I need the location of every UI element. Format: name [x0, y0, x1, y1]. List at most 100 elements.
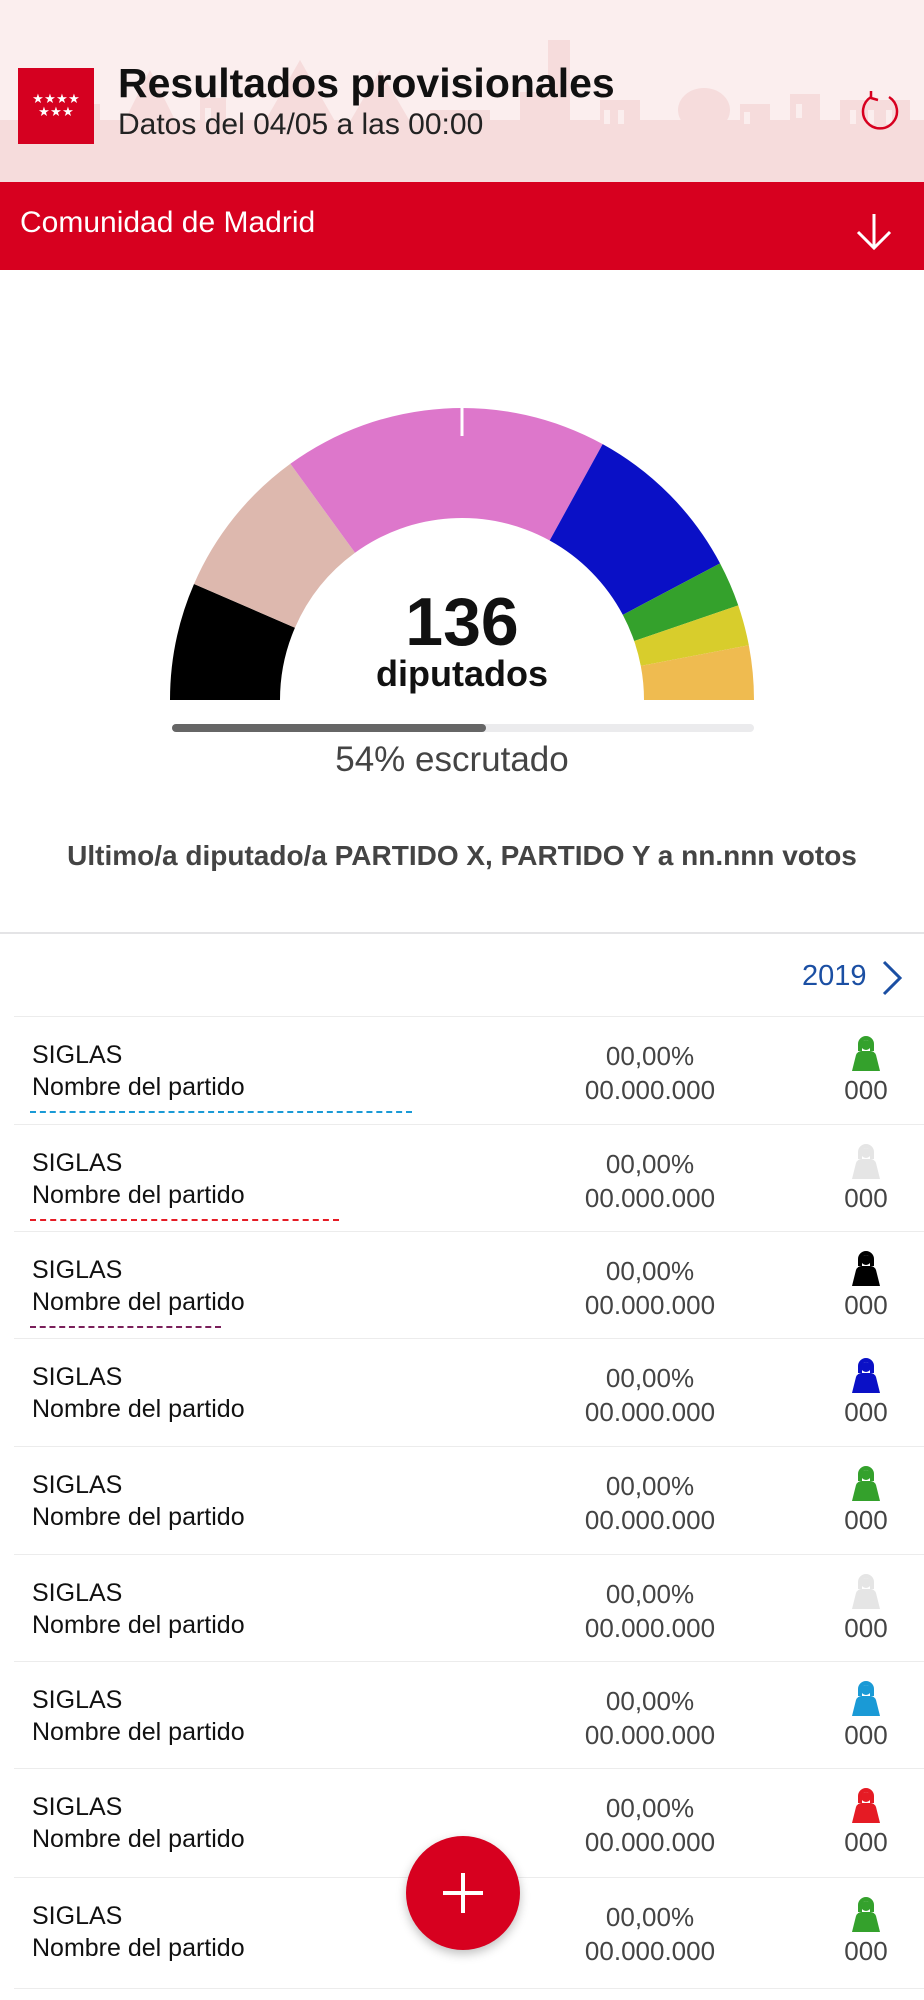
party-acronym: SIGLAS	[32, 1902, 123, 1930]
list-bottom-border	[14, 1988, 924, 1989]
party-seats: 000	[844, 1290, 888, 1320]
seat-person-icon	[852, 1144, 880, 1179]
chevron-right-icon	[882, 960, 903, 996]
seat-person-icon	[852, 1574, 880, 1609]
party-percent: 00,00%	[605, 1256, 695, 1286]
party-acronym: SIGLAS	[32, 1256, 123, 1284]
party-row[interactable]: SIGLAS Nombre del partido 00,00% 00.000.000…	[14, 1554, 924, 1661]
party-votes: 00.000.000	[584, 1505, 716, 1535]
plus-icon	[443, 1873, 483, 1913]
seat-person-icon	[852, 1897, 880, 1932]
party-name: Nombre del partido	[32, 1611, 245, 1639]
party-row[interactable]: SIGLAS Nombre del partido 00,00% 00.000.000…	[14, 1661, 924, 1768]
count-progress-label: 54% escrutado	[335, 740, 569, 779]
party-vote-share-underline	[30, 1111, 412, 1113]
party-row[interactable]: SIGLAS Nombre del partido 00,00% 00.000.000…	[14, 1016, 924, 1123]
seat-person-icon	[852, 1251, 880, 1286]
seat-person-icon	[852, 1681, 880, 1716]
seat-person-icon	[852, 1036, 880, 1071]
party-name: Nombre del partido	[32, 1503, 245, 1531]
madrid-logo: ★ ★ ★ ★ ★ ★ ★	[18, 68, 94, 144]
svg-text:★: ★	[62, 105, 74, 120]
party-votes: 00.000.000	[584, 1720, 716, 1750]
party-name: Nombre del partido	[32, 1718, 245, 1746]
party-votes: 00.000.000	[584, 1397, 716, 1427]
hemicycle-segment	[622, 563, 739, 642]
svg-text:★: ★	[44, 92, 56, 107]
party-acronym: SIGLAS	[32, 1149, 123, 1177]
hemicycle-segment	[194, 463, 356, 628]
party-name: Nombre del partido	[32, 1073, 245, 1101]
count-progress-fill	[172, 724, 487, 732]
party-percent: 00,00%	[605, 1793, 695, 1823]
region-label: Comunidad de Madrid	[20, 206, 316, 239]
party-name: Nombre del partido	[32, 1288, 245, 1316]
party-seats: 000	[844, 1720, 888, 1750]
party-seats: 000	[844, 1827, 888, 1857]
party-percent: 00,00%	[605, 1579, 695, 1609]
region-selector[interactable]: Comunidad de Madrid	[0, 182, 924, 270]
svg-text:★: ★	[50, 105, 62, 120]
party-percent: 00,00%	[605, 1041, 695, 1071]
comparison-year: 2019	[802, 960, 867, 992]
party-row[interactable]: SIGLAS Nombre del partido 00,00% 00.000.000…	[14, 1446, 924, 1553]
party-votes: 00.000.000	[584, 1075, 716, 1105]
party-seats: 000	[844, 1613, 888, 1643]
party-seats: 000	[844, 1075, 888, 1105]
page-title: Resultados provisionales	[118, 60, 615, 106]
app-header: ★ ★ ★ ★ ★ ★ ★ Resultados provisionales Datos …	[0, 0, 924, 182]
party-acronym: SIGLAS	[32, 1793, 123, 1821]
party-percent: 00,00%	[605, 1686, 695, 1716]
seat-person-icon	[852, 1358, 880, 1393]
party-name: Nombre del partido	[32, 1395, 245, 1423]
party-votes: 00.000.000	[584, 1936, 716, 1966]
party-acronym: SIGLAS	[32, 1686, 123, 1714]
party-percent: 00,00%	[605, 1363, 695, 1393]
data-timestamp: Datos del 04/05 a las 00:00	[118, 108, 484, 141]
party-vote-share-underline	[30, 1326, 221, 1328]
svg-text:★: ★	[68, 92, 80, 107]
madrid-flag-stars-icon: ★ ★ ★ ★ ★ ★ ★	[32, 92, 80, 120]
party-percent: 00,00%	[605, 1471, 695, 1501]
seats-label: diputados	[376, 653, 548, 694]
party-row[interactable]: SIGLAS Nombre del partido 00,00% 00.000.000…	[14, 1124, 924, 1231]
svg-text:★: ★	[56, 92, 68, 107]
party-acronym: SIGLAS	[32, 1471, 123, 1499]
seat-person-icon	[852, 1788, 880, 1823]
party-percent: 00,00%	[605, 1902, 695, 1932]
party-votes: 00.000.000	[584, 1827, 716, 1857]
hemicycle-segment	[640, 645, 754, 700]
party-name: Nombre del partido	[32, 1181, 245, 1209]
party-seats: 000	[844, 1936, 888, 1966]
party-acronym: SIGLAS	[32, 1041, 123, 1069]
hemicycle-segment	[170, 584, 295, 700]
party-seats: 000	[844, 1183, 888, 1213]
last-seat-info: Ultimo/a diputado/a PARTIDO X, PARTIDO Y…	[67, 840, 857, 871]
party-seats: 000	[844, 1505, 888, 1535]
hemicycle-segment	[549, 444, 721, 615]
refresh-icon[interactable]	[856, 88, 904, 136]
section-divider	[0, 932, 924, 934]
hemicycle-segment	[634, 605, 749, 666]
party-acronym: SIGLAS	[32, 1363, 123, 1391]
party-votes: 00.000.000	[584, 1613, 716, 1643]
arrow-down-icon[interactable]	[852, 210, 896, 254]
party-name: Nombre del partido	[32, 1825, 245, 1853]
party-row[interactable]: SIGLAS Nombre del partido 00,00% 00.000.000…	[14, 1877, 924, 1984]
party-name: Nombre del partido	[32, 1934, 245, 1962]
party-votes: 00.000.000	[584, 1183, 716, 1213]
party-row[interactable]: SIGLAS Nombre del partido 00,00% 00.000.000…	[14, 1231, 924, 1338]
count-progress-bar	[172, 724, 754, 732]
total-seats: 136	[405, 584, 519, 660]
hemicycle-chart	[170, 406, 754, 700]
party-vote-share-underline	[30, 1219, 339, 1221]
party-votes: 00.000.000	[584, 1290, 716, 1320]
svg-text:★: ★	[32, 92, 44, 107]
party-acronym: SIGLAS	[32, 1579, 123, 1607]
add-button[interactable]	[406, 1836, 520, 1950]
party-percent: 00,00%	[605, 1149, 695, 1179]
party-row[interactable]: SIGLAS Nombre del partido 00,00% 00.000.000…	[14, 1338, 924, 1445]
hemicycle-segment	[290, 408, 603, 553]
party-seats: 000	[844, 1397, 888, 1427]
party-row[interactable]: SIGLAS Nombre del partido 00,00% 00.000.000…	[14, 1768, 924, 1875]
